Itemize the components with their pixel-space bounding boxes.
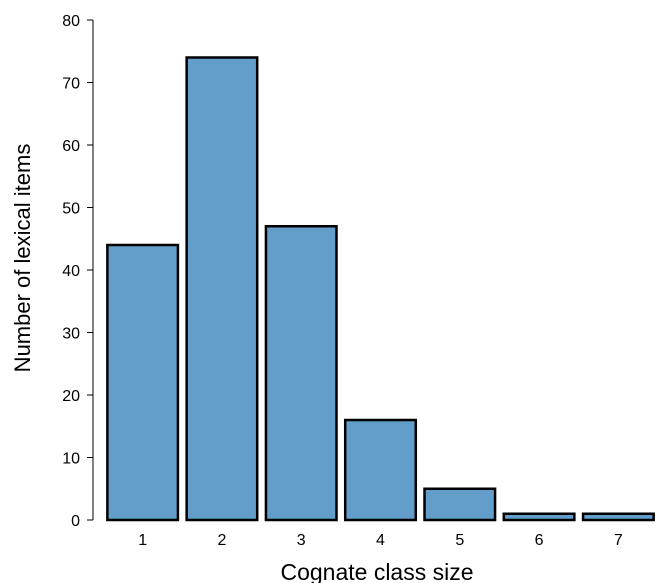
y-tick-label: 40	[62, 263, 80, 280]
y-tick-label: 60	[62, 138, 80, 155]
x-tick-label: 5	[455, 532, 464, 549]
x-tick-label: 1	[138, 532, 147, 549]
bars	[106, 56, 655, 522]
x-tick-label: 7	[614, 532, 623, 549]
y-tick-label: 10	[62, 451, 80, 468]
y-axis-title: Number of lexical items	[10, 144, 35, 373]
bar-3	[264, 225, 338, 522]
bar-1	[106, 243, 180, 522]
y-tick-label: 70	[62, 76, 80, 93]
bar-6	[502, 512, 576, 522]
y-tick-label: 30	[62, 326, 80, 343]
x-tick-label: 6	[535, 532, 544, 549]
x-tick-label: 4	[376, 532, 385, 549]
x-tick-label: 3	[297, 532, 306, 549]
bar-2	[185, 56, 259, 522]
x-axis: 1 2 3 4 5 6 7	[138, 532, 623, 549]
bar-5	[423, 487, 497, 522]
x-axis-title: Cognate class size	[280, 559, 473, 583]
y-tick-label: 50	[62, 201, 80, 218]
bar-7	[581, 512, 655, 522]
y-tick-label: 80	[62, 13, 80, 30]
y-tick-label: 20	[62, 388, 80, 405]
bar-4	[343, 418, 418, 522]
y-axis: 0 10 20 30 40 50 60 70 80	[62, 13, 94, 530]
x-tick-label: 2	[217, 532, 226, 549]
y-tick-label: 0	[71, 513, 80, 530]
